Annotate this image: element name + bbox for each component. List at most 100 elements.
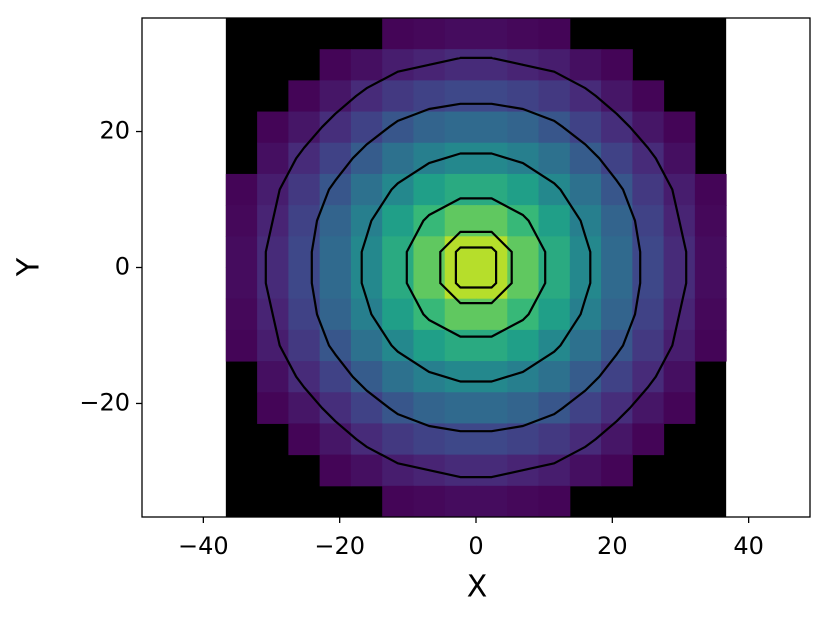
heat-cell <box>444 111 477 144</box>
heat-cell <box>225 236 258 268</box>
heat-cell <box>476 236 508 268</box>
heat-cell <box>288 267 321 300</box>
heat-cell <box>444 392 477 424</box>
heat-cell <box>538 49 571 81</box>
heat-cell <box>382 485 414 518</box>
x-tick-label: 0 <box>468 532 483 560</box>
heat-cell <box>601 49 633 81</box>
heat-cell <box>476 142 508 175</box>
heat-cell <box>288 80 321 113</box>
heat-cell <box>507 173 540 206</box>
heat-cell <box>319 236 352 268</box>
heat-cell <box>444 361 477 393</box>
heat-cell <box>569 173 602 206</box>
heat-cell <box>601 80 633 113</box>
heat-cell <box>476 49 508 81</box>
x-tick-label: −20 <box>314 532 365 560</box>
heat-cell <box>569 142 602 175</box>
heat-cell <box>663 236 696 268</box>
heat-cell <box>601 267 633 300</box>
heat-cell <box>569 329 602 362</box>
heat-cell <box>632 111 665 144</box>
heat-cell <box>382 298 414 331</box>
heat-cell <box>601 361 633 393</box>
heat-cell <box>257 392 289 424</box>
y-tick-label: 20 <box>99 117 130 145</box>
heat-cell <box>288 329 321 362</box>
heat-cell <box>413 392 446 424</box>
heat-cell <box>319 80 352 113</box>
heat-cell <box>319 205 352 237</box>
heat-cell <box>413 18 446 50</box>
heat-cell <box>476 392 508 424</box>
heat-cell <box>507 18 540 50</box>
heat-cell <box>382 173 414 206</box>
heat-cell <box>694 267 727 300</box>
heat-cell <box>476 329 508 362</box>
heat-cell <box>663 173 696 206</box>
contour-line <box>454 246 498 289</box>
heat-cell <box>413 485 446 518</box>
heat-cell <box>350 361 383 393</box>
heat-cell <box>632 236 665 268</box>
heat-cell <box>663 392 696 424</box>
heat-cell <box>538 142 571 175</box>
heat-cell <box>507 392 540 424</box>
contour-line <box>310 102 642 433</box>
heat-cell <box>288 423 321 456</box>
x-tick-label: 40 <box>733 532 764 560</box>
heat-cell <box>288 173 321 206</box>
heat-cell <box>632 329 665 362</box>
y-tick-label: 0 <box>115 253 130 281</box>
heat-cell <box>632 267 665 300</box>
heat-cell <box>601 298 633 331</box>
heat-cell <box>257 236 289 268</box>
heat-cell <box>382 361 414 393</box>
heat-cell <box>288 111 321 144</box>
heat-cell <box>569 267 602 300</box>
heat-cell <box>538 298 571 331</box>
heat-cell <box>319 49 352 81</box>
heat-cell <box>382 142 414 175</box>
heat-cell <box>601 205 633 237</box>
heat-cell <box>694 173 727 206</box>
heat-cell <box>538 173 571 206</box>
heat-cell <box>350 329 383 362</box>
heat-cell <box>476 485 508 518</box>
heat-cell <box>632 80 665 113</box>
heat-cell <box>694 329 727 362</box>
heat-cell <box>444 236 477 268</box>
heat-cell <box>663 142 696 175</box>
heat-cell <box>382 80 414 113</box>
heat-cell <box>225 329 258 362</box>
heat-cell <box>569 361 602 393</box>
heat-cell <box>632 392 665 424</box>
heat-cell <box>444 485 477 518</box>
heat-cell <box>507 329 540 362</box>
heat-cell <box>382 236 414 268</box>
heat-cell <box>444 142 477 175</box>
heat-cell <box>319 111 352 144</box>
heat-cell <box>319 361 352 393</box>
heat-cell <box>257 267 289 300</box>
heat-cell <box>350 392 383 424</box>
heat-cell <box>350 49 383 81</box>
plot-area <box>225 18 727 518</box>
contour-line <box>264 56 688 479</box>
heat-cell <box>538 485 571 518</box>
heat-cell <box>257 329 289 362</box>
heat-cell <box>694 298 727 331</box>
heat-cell <box>538 18 571 50</box>
heat-cell <box>663 329 696 362</box>
heat-cell <box>225 298 258 331</box>
heat-cell <box>382 18 414 50</box>
heat-cell <box>444 454 477 487</box>
heat-cell <box>350 236 383 268</box>
heat-cell <box>538 361 571 393</box>
heat-cell <box>350 173 383 206</box>
heat-cell <box>382 423 414 456</box>
heat-cell <box>444 18 477 50</box>
heat-cell <box>569 49 602 81</box>
heat-cell <box>444 173 477 206</box>
heat-cell <box>288 392 321 424</box>
